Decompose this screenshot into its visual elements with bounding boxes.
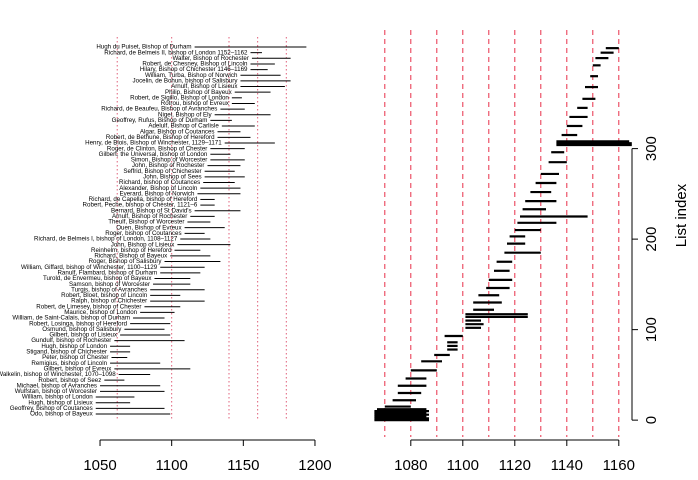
row-label: Michael, bishop of Avranches [17, 382, 97, 389]
row-label: Hilary, Bishop of Chichester 1146–1169 [140, 66, 248, 73]
row-label: Philip, Bishop of Bayeux [165, 89, 233, 96]
row-label: John, Bishop of Sees [143, 174, 201, 181]
row-label: Reinhelm, bishop of Hereford [91, 247, 172, 254]
x-tick-label: 1050 [83, 457, 116, 474]
row-label: Robert, Bloet, bishop of Lincoln [61, 292, 148, 299]
x-tick-label: 1160 [603, 457, 635, 474]
row-label: Osmund, bishop of Salisbury [42, 326, 122, 333]
row-label: William, Giffard, bishop of Winchester, … [21, 264, 158, 271]
row-label: Gilbert, the Universal, bishop of London [99, 151, 208, 158]
x-tick-label: 1100 [156, 457, 188, 474]
row-label: Alexander, Bishop of Lincoln [119, 185, 198, 192]
row-label: William, de Saint-Calais, bishop of Durh… [12, 315, 130, 322]
y-tick-label: 300 [643, 136, 660, 161]
row-label: Geoffrey, bishop of Coutances [10, 405, 93, 412]
row-label: Henry, de Blois, Bishop of Winchester, 1… [85, 140, 222, 147]
row-label: Robert, de Chesney, Bishop of Lincoln [142, 61, 248, 68]
row-label: Richard, de Belmeis I, bishop of London,… [34, 236, 178, 243]
row-label: Hugh, bishop of London [41, 343, 107, 350]
row-label: Bernard, Bishop of St David's [111, 207, 192, 214]
row-label: Robert, Peche, bishop of Chester, 1121–6 [83, 202, 198, 209]
row-label: Walkelin, bishop of Winchester, 1070–109… [0, 371, 116, 378]
row-label: Ralph, bishop of Chichester [71, 298, 147, 305]
y-tick-label: 0 [643, 416, 660, 424]
x-tick-label: 1140 [551, 457, 583, 474]
x-tick-label: 1120 [499, 457, 531, 474]
x-tick-label: 1100 [447, 457, 479, 474]
row-label: Gilbert, bishop of Evreux [44, 365, 113, 372]
row-label: Richard, de Capella, bishop of Hereford [89, 196, 198, 203]
row-label: Remigius, bishop of Lincoln [31, 360, 107, 367]
row-label: Walter, Bishop of Rochester [172, 55, 248, 62]
row-label: Robert, bishop of Seez [38, 377, 101, 384]
row-label: Richard, de Belmeis II, bishop of London… [104, 49, 248, 56]
row-label: Robert, de Bethune, Bishop of Hereford [106, 134, 215, 141]
row-label: John, Bishop of Rochester [132, 162, 205, 169]
row-label: Algar, Bishop of Coutances [140, 128, 215, 135]
x-tick-label: 1080 [394, 457, 427, 474]
row-label: Nigel, Bishop of Ely [158, 111, 213, 118]
row-label: Odo, bishop of Bayeux [30, 411, 94, 418]
row-label: Adelulf, Bishop of Carlisle [148, 123, 219, 130]
row-label: William, Turba, Bishop of Norwich [145, 72, 238, 79]
row-label: Robert, de Limesey, bishop of Chester [36, 303, 141, 310]
x-tick-label: 1200 [298, 457, 331, 474]
row-label: Peter, bishop of Chester [42, 354, 108, 361]
x-tick-label: 1150 [227, 457, 259, 474]
row-label: Roger, Bishop of Salisbury [89, 258, 163, 265]
y-tick-label: 100 [643, 317, 660, 342]
row-label: Roger, bishop of Coutances [105, 230, 181, 237]
row-label: Stigand, bishop of Chichester [26, 349, 107, 356]
row-label: Roger, de Clinton, Bishop of Chester [107, 145, 207, 152]
row-label: Richard, bishop of Coutances [119, 179, 200, 186]
row-label: John, Bishop of Lisieux [111, 241, 176, 248]
row-label: Richard, Bishop of Bayeux [94, 253, 168, 260]
row-label: Robert, de Sigillo, Bishop of London [130, 94, 229, 101]
y-tick-label: 200 [643, 227, 660, 252]
y-axis-title: List index [673, 183, 690, 247]
row-label: William, bishop of London [22, 394, 93, 401]
row-label: Gilbert, bishop of Lisieux [49, 332, 118, 339]
row-label: Jocelin, de Bohun, bishop of Salisbury [133, 78, 239, 85]
row-label: Arnulf, Bishop of Lisieux [171, 83, 238, 90]
row-label: Seffrid, Bishop of Chichester [123, 168, 201, 175]
row-label: Rotrou, bishop of Evreux [161, 100, 230, 107]
row-label: Turold, de Envermeu, bishop of Bayeux [43, 275, 152, 282]
row-label: Arnulf, Bishop of Rochester [112, 213, 187, 220]
row-label: Geoffrey, Rufus, Bishop of Durham [112, 117, 208, 124]
row-label: Hugh du Puiset, Bishop of Durham [96, 44, 191, 51]
row-label: Robert, Losinga, bishop of Hereford [29, 320, 128, 327]
row-label: Gundulf, bishop of Rochester [31, 337, 111, 344]
row-label: Everard, Bishop of Norwich [119, 190, 195, 197]
row-label: Turgis, bishop of Avranches [71, 286, 147, 293]
row-label: Simon, Bishop of Worcester [131, 157, 208, 164]
row-label: Hugh, bishop of Lisieux [28, 399, 93, 406]
row-label: Ranulf, Flambard, bishop of Durham [57, 269, 157, 276]
row-label: Richard, de Beaufeu, Bishop of Avranches [101, 106, 217, 113]
row-label: Theulf, Bishop of Worcester [108, 219, 184, 226]
row-label: Samson, bishop of Worcester [69, 281, 150, 288]
row-label: Maurice, bishop of London [64, 309, 137, 316]
row-label: Ouen, Bishop of Evreux [116, 224, 182, 231]
row-label: Wulfstan, bishop of Worcester [15, 388, 97, 395]
